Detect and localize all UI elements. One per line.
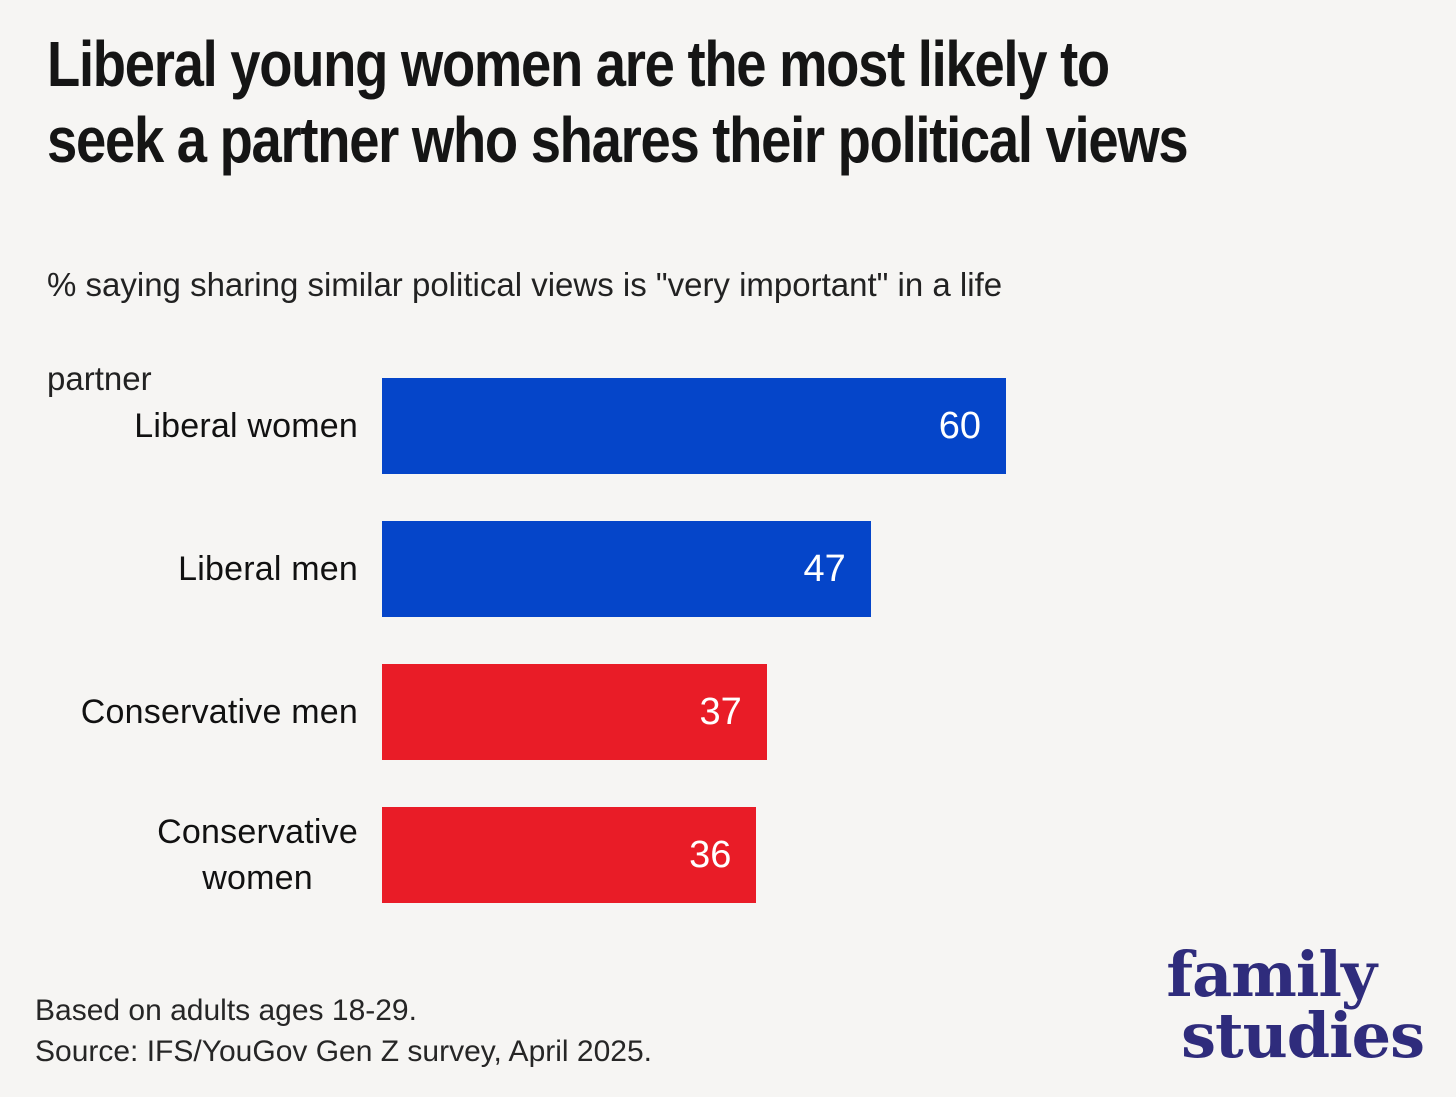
footer-note: Based on adults ages 18-29.: [35, 994, 417, 1027]
bar-row-conservative-men: Conservative men 37: [0, 664, 1456, 760]
category-label-text: Liberal men: [178, 550, 358, 588]
bar-track: 37: [382, 664, 1006, 760]
bar-value-label: 36: [689, 833, 732, 876]
chart-title: Liberal young women are the most likely …: [47, 26, 1189, 178]
category-label: Liberal men: [0, 546, 358, 592]
bar-chart: Liberal women 60 Liberal men 47 Conserva…: [0, 378, 1456, 950]
bar-track: 36: [382, 807, 1006, 903]
category-label: Liberal women: [0, 403, 358, 449]
chart-subtitle: % saying sharing similar political views…: [47, 214, 1002, 449]
bar-value-label: 47: [803, 547, 846, 590]
bar-liberal-men: 47: [382, 521, 871, 617]
bar-value-label: 60: [938, 404, 981, 447]
bar-row-conservative-women: Conservative women 36: [0, 807, 1456, 903]
footer-source: Source: IFS/YouGov Gen Z survey, April 2…: [35, 1035, 652, 1068]
bar-row-liberal-men: Liberal men 47: [0, 521, 1456, 617]
chart-title-line-1: Liberal young women are the most likely …: [47, 28, 1110, 100]
footer-notes: Based on adults ages 18-29. Source: IFS/…: [35, 990, 652, 1072]
category-label-text: Liberal women: [134, 407, 358, 445]
logo-word-family: family: [1166, 938, 1377, 1011]
bar-conservative-men: 37: [382, 664, 767, 760]
logo-word-studies: studies: [1181, 999, 1425, 1072]
category-label-text: Conservative men: [80, 693, 358, 731]
family-studies-logo: family studies: [1166, 938, 1425, 1072]
category-label: Conservative women: [0, 809, 358, 901]
bar-row-liberal-women: Liberal women 60: [0, 378, 1456, 474]
bar-liberal-women: 60: [382, 378, 1006, 474]
chart-subtitle-line-1: % saying sharing similar political views…: [47, 266, 1003, 303]
chart-subtitle-line-2: partner: [47, 360, 152, 397]
bar-track: 60: [382, 378, 1006, 474]
category-label: Conservative men: [0, 689, 358, 735]
bar-value-label: 37: [699, 690, 742, 733]
chart-title-line-2: seek a partner who shares their politica…: [47, 104, 1189, 176]
category-label-text: Conservative women: [157, 813, 358, 897]
bar-conservative-women: 36: [382, 807, 757, 903]
bar-track: 47: [382, 521, 1006, 617]
